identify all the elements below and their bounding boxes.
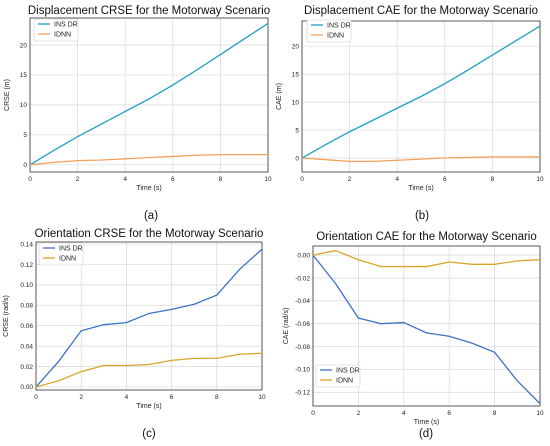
x-tick-label: 2 [348, 176, 352, 183]
legend: INS DR IDNN [38, 242, 84, 266]
chart-panel-3: 0 2 4 6 8 10 0.00 -0.02 -0.04 -0.06 -0.08 -0.10 -0.1… [283, 231, 544, 440]
x-tick-label: 4 [125, 394, 129, 401]
x-tick-label: 2 [79, 394, 83, 401]
y-tick-label: 0.14 [20, 241, 33, 248]
y-tick-label: -0.06 [295, 321, 310, 328]
y-axis-label: CRSE (m) [4, 79, 11, 111]
y-tick-label: 0 [295, 155, 299, 162]
legend-label: INS DR [327, 22, 351, 29]
x-axis-label: Time (s) [136, 185, 161, 192]
x-tick-label: 8 [219, 176, 223, 183]
y-tick-label: -0.08 [295, 344, 310, 351]
x-tick-label: 10 [258, 394, 266, 401]
chart-panel-0: 0 2 4 6 8 10 0 5 10 15 20 Time (s) CRSE (m) Displacem… [4, 5, 272, 222]
y-tick-label: 5 [295, 127, 299, 134]
x-tick-label: 2 [76, 176, 80, 183]
y-tick-label: -0.10 [295, 367, 310, 374]
chart-title: Orientation CAE for the Motorway Scenari… [316, 231, 537, 243]
y-tick-label: 15 [20, 72, 28, 79]
y-tick-label: 15 [292, 71, 300, 78]
x-tick-label: 10 [536, 176, 544, 183]
x-axis-label: Time (s) [136, 403, 161, 410]
legend-label: INS DR [54, 21, 78, 28]
legend-label: INS DR [59, 245, 83, 252]
plot-frame [35, 241, 263, 391]
series-line-ins-dr [301, 25, 541, 159]
x-tick-label: 6 [170, 394, 174, 401]
y-axis-label: CRSE (rad/s) [3, 295, 10, 337]
x-tick-label: 4 [123, 176, 127, 183]
x-tick-label: 8 [215, 394, 219, 401]
y-axis-label: CAE (rad/s) [283, 308, 290, 345]
x-tick-label: 2 [357, 410, 361, 417]
x-tick-label: 4 [402, 410, 406, 417]
y-tick-label: 0.04 [20, 343, 33, 350]
x-tick-label: 10 [536, 410, 544, 417]
legend: INS DR IDNN [306, 19, 352, 43]
chart-title: Displacement CAE for the Motorway Scenar… [304, 5, 538, 17]
legend-label: IDNN [336, 377, 353, 384]
x-tick-label: 8 [491, 176, 495, 183]
plot-frame [301, 20, 541, 173]
series-line-idnn [29, 153, 268, 166]
y-tick-label: 0.02 [20, 364, 33, 371]
y-tick-label: 5 [23, 132, 27, 139]
x-tick-label: 0 [34, 394, 38, 401]
x-tick-label: 10 [264, 176, 272, 183]
legend-label: IDNN [59, 255, 76, 262]
legend-label: IDNN [327, 32, 344, 39]
y-tick-label: 0 [23, 162, 27, 169]
plot-frame [29, 17, 269, 173]
chart-title: Displacement CRSE for the Motorway Scena… [28, 5, 270, 17]
x-axis-label: Time (s) [414, 419, 439, 426]
x-tick-label: 6 [443, 176, 447, 183]
x-tick-label: 0 [300, 176, 304, 183]
y-tick-label: 10 [292, 99, 300, 106]
y-tick-label: -0.12 [295, 390, 310, 397]
y-axis-label: CAE (m) [276, 83, 283, 110]
x-axis-label: Time (s) [408, 185, 433, 192]
x-tick-label: 0 [28, 176, 32, 183]
panel-caption: (b) [415, 210, 429, 222]
series-line-ins-dr [29, 22, 269, 166]
series-line-idnn [312, 249, 541, 268]
y-tick-label: 10 [20, 102, 28, 109]
legend-label: INS DR [336, 367, 360, 374]
chart-panel-1: 0 2 4 6 8 10 0 5 10 15 20 Time (s) CAE (m) Displaceme… [276, 5, 544, 222]
y-tick-label: 0.00 [297, 252, 310, 259]
chart-panel-2: 0 2 4 6 8 10 0.00 0.02 0.04 0.06 0.08 0.10 0.12 0.14 T… [3, 228, 266, 440]
y-tick-label: 0.06 [20, 323, 33, 330]
y-tick-label: 20 [20, 42, 28, 49]
x-tick-label: 8 [493, 410, 497, 417]
legend: INS DR IDNN [315, 364, 361, 388]
x-tick-label: 4 [395, 176, 399, 183]
series-line-idnn [35, 352, 263, 388]
legend: INS DR IDNN [33, 18, 79, 42]
x-tick-label: 6 [171, 176, 175, 183]
series-line-ins-dr [35, 248, 263, 388]
plot-frame [312, 245, 541, 407]
x-tick-label: 6 [447, 410, 451, 417]
series-line-ins-dr [312, 254, 541, 405]
panel-caption: (d) [419, 428, 433, 440]
y-tick-label: -0.02 [295, 275, 310, 282]
y-tick-label: -0.04 [295, 298, 310, 305]
panel-caption: (c) [142, 428, 156, 440]
legend-label: IDNN [54, 31, 71, 38]
y-tick-label: 0.00 [20, 384, 33, 391]
y-tick-label: 0.08 [20, 303, 33, 310]
y-tick-label: 0.12 [20, 262, 33, 269]
series-line-idnn [301, 156, 540, 163]
x-tick-label: 0 [311, 410, 315, 417]
y-tick-label: 20 [292, 43, 300, 50]
panel-caption: (a) [144, 210, 158, 222]
y-tick-label: 0.10 [20, 282, 33, 289]
chart-title: Orientation CRSE for the Motorway Scenar… [35, 228, 264, 240]
